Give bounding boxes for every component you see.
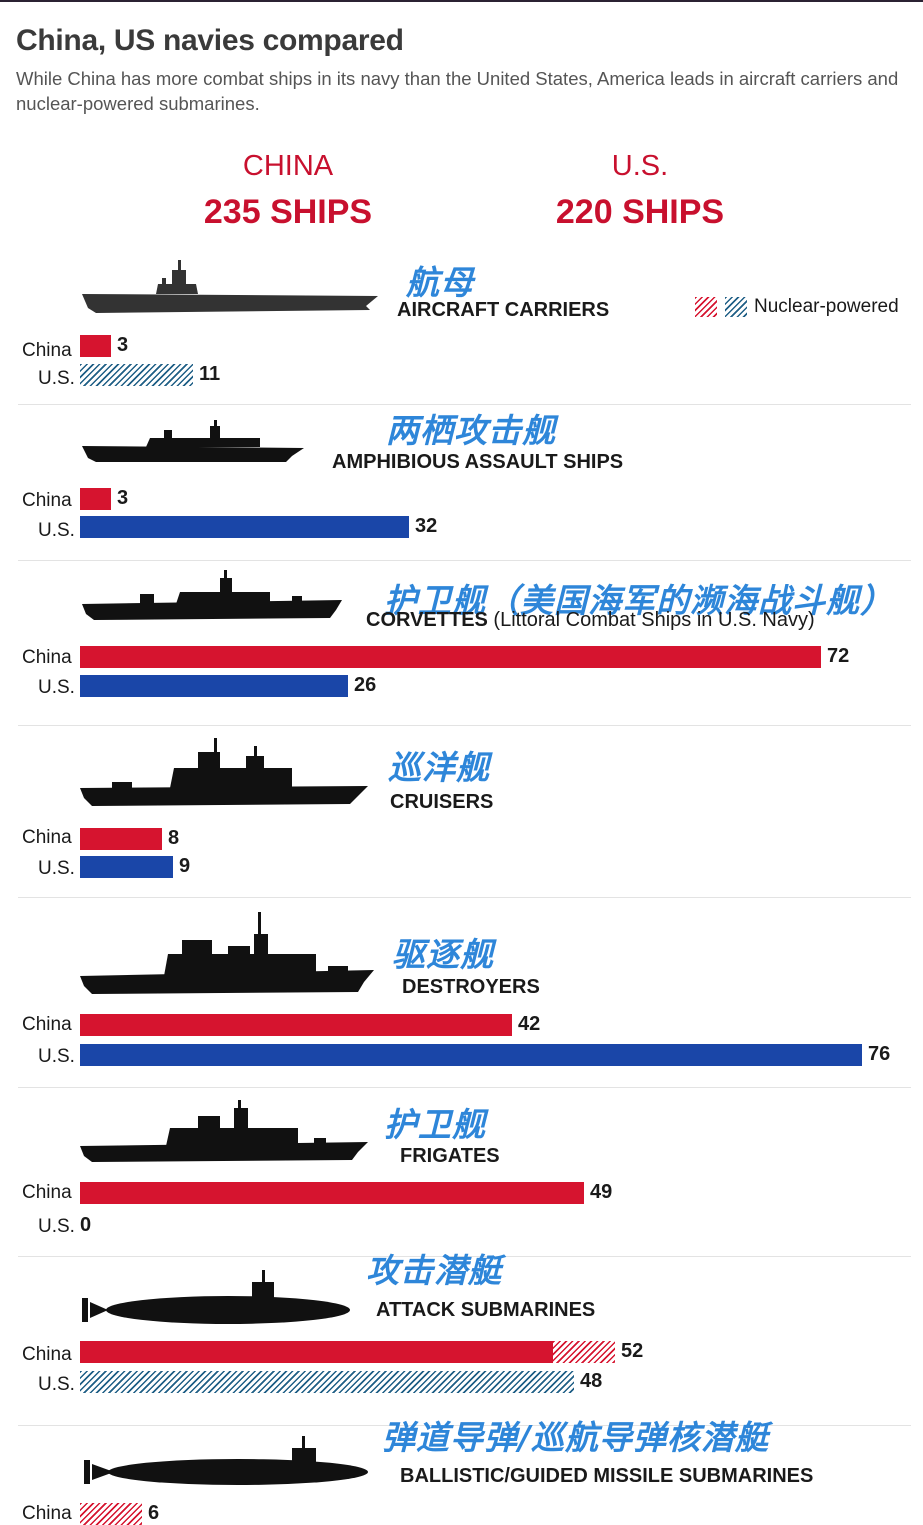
legend-swatch-us-nuclear — [725, 297, 747, 317]
value-us-amphibious-assault-ships: 32 — [415, 515, 438, 537]
value-us-corvettes: 26 — [354, 674, 377, 696]
china-total-label: CHINA — [242, 150, 334, 182]
value-china-cruisers: 8 — [168, 827, 180, 849]
value-china-attack-submarines: 52 — [621, 1340, 644, 1362]
category-label-amphibious-assault-ships: AMPHIBIOUS ASSAULT SHIPS — [332, 451, 624, 473]
value-china-destroyers: 42 — [518, 1013, 541, 1035]
section-divider — [18, 725, 911, 726]
amphibious-ship-icon — [80, 420, 306, 470]
section-divider — [18, 404, 911, 405]
china-row-label: China — [22, 340, 72, 361]
bar-us-nuclear-aircraft-carriers — [80, 364, 193, 386]
section-divider — [18, 897, 911, 898]
category-annotation-missile-submarines: 弹道导弹/巡航导弹核潜艇 — [382, 1418, 770, 1457]
value-china-corvettes: 72 — [827, 645, 850, 667]
bar-china-nuclear-missile-submarines — [80, 1503, 142, 1525]
bar-us-corvettes — [80, 675, 348, 697]
category-annotation-cruisers: 巡洋舰 — [388, 748, 490, 787]
section-divider — [18, 1087, 911, 1088]
legend-label: Nuclear-powered — [754, 296, 899, 317]
china-row-label: China — [22, 1503, 72, 1524]
bar-china-attack-submarines — [80, 1341, 553, 1363]
category-label-frigates: FRIGATES — [400, 1145, 500, 1167]
bar-china-aircraft-carriers — [80, 335, 111, 357]
chart-title: China, US navies compared — [16, 24, 404, 57]
value-china-aircraft-carriers: 3 — [117, 334, 129, 356]
china-row-label: China — [22, 1014, 72, 1035]
us-total-count: 220 SHIPS — [555, 193, 725, 231]
bar-china-frigates — [80, 1182, 584, 1204]
bar-china-cruisers — [80, 828, 162, 850]
bar-us-amphibious-assault-ships — [80, 516, 409, 538]
section-divider — [18, 1425, 911, 1426]
section-divider — [18, 560, 911, 561]
aircraft-carrier-icon — [80, 258, 380, 318]
us-row-label: U.S. — [38, 677, 75, 698]
value-us-destroyers: 76 — [868, 1043, 891, 1065]
us-row-label: U.S. — [38, 1046, 75, 1067]
submarine-icon — [78, 1268, 352, 1330]
value-china-frigates: 49 — [590, 1181, 613, 1203]
china-total-count: 235 SHIPS — [203, 193, 373, 231]
china-row-label: China — [22, 827, 72, 848]
category-label-cruisers: CRUISERS — [390, 791, 494, 813]
value-us-aircraft-carriers: 11 — [199, 363, 221, 385]
category-annotation-amphibious-assault-ships: 两栖攻击舰 — [386, 411, 556, 450]
china-total: CHINA 235 SHIPS — [148, 150, 428, 234]
value-us-cruisers: 9 — [179, 855, 191, 877]
bar-us-cruisers — [80, 856, 173, 878]
china-row-label: China — [22, 647, 72, 668]
category-note-corvettes: (Littoral Combat Ships in U.S. Navy) — [487, 609, 815, 631]
corvette-icon — [80, 570, 344, 628]
category-annotation-corvettes: 护卫舰（美国海军的濒海战斗舰） — [384, 581, 894, 620]
category-annotation-destroyers: 驱逐舰 — [392, 935, 494, 974]
category-annotation-attack-submarines: 攻击潜艇 — [366, 1251, 502, 1290]
us-row-label: U.S. — [38, 520, 75, 541]
value-china-missile-submarines: 6 — [148, 1502, 160, 1524]
us-total: U.S. 220 SHIPS — [500, 150, 780, 234]
category-label-corvettes: CORVETTES (Littoral Combat Ships in U.S.… — [366, 609, 815, 631]
us-row-label: U.S. — [38, 858, 75, 879]
section-divider — [18, 1256, 911, 1257]
destroyer-icon — [78, 912, 376, 998]
bar-us-nuclear-attack-submarines — [80, 1371, 574, 1393]
value-us-frigates: 0 — [80, 1214, 92, 1236]
legend-swatch-china-nuclear — [695, 297, 717, 317]
category-label-missile-submarines: BALLISTIC/GUIDED MISSILE SUBMARINES — [400, 1465, 814, 1487]
bar-china-nuclear-attack-submarines — [553, 1341, 615, 1363]
missile-submarine-icon — [78, 1436, 372, 1488]
china-row-label: China — [22, 1182, 72, 1203]
chart-subtitle: While China has more combat ships in its… — [16, 68, 899, 114]
category-annotation-aircraft-carriers: 航母 — [406, 263, 474, 302]
frigate-icon — [78, 1100, 370, 1166]
bar-china-corvettes — [80, 646, 821, 668]
china-row-label: China — [22, 1344, 72, 1365]
category-label-aircraft-carriers: AIRCRAFT CARRIERS — [397, 299, 610, 321]
china-row-label: China — [22, 490, 72, 511]
us-row-label: U.S. — [38, 368, 75, 389]
us-row-label: U.S. — [38, 1374, 75, 1395]
bar-china-amphibious-assault-ships — [80, 488, 111, 510]
category-annotation-frigates: 护卫舰 — [384, 1105, 486, 1144]
cruiser-icon — [78, 738, 370, 812]
value-china-amphibious-assault-ships: 3 — [117, 487, 129, 509]
top-rule — [0, 0, 923, 2]
us-row-label: U.S. — [38, 1216, 75, 1237]
bar-us-destroyers — [80, 1044, 862, 1066]
value-us-attack-submarines: 48 — [580, 1370, 603, 1392]
us-total-label: U.S. — [611, 150, 669, 182]
bar-china-destroyers — [80, 1014, 512, 1036]
category-label-destroyers: DESTROYERS — [402, 976, 540, 998]
category-label-attack-submarines: ATTACK SUBMARINES — [376, 1299, 596, 1321]
